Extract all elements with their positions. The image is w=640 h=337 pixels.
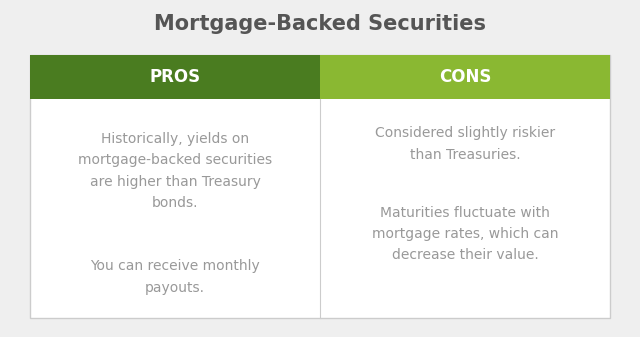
Bar xyxy=(30,55,610,318)
Text: Considered slightly riskier
than Treasuries.: Considered slightly riskier than Treasur… xyxy=(375,126,555,161)
Text: Mortgage-Backed Securities: Mortgage-Backed Securities xyxy=(154,14,486,34)
Text: Historically, yields on
mortgage-backed securities
are higher than Treasury
bond: Historically, yields on mortgage-backed … xyxy=(78,132,272,210)
Text: CONS: CONS xyxy=(439,68,491,86)
Bar xyxy=(30,55,320,99)
Text: Maturities fluctuate with
mortgage rates, which can
decrease their value.: Maturities fluctuate with mortgage rates… xyxy=(372,206,558,262)
Text: PROS: PROS xyxy=(149,68,200,86)
Bar xyxy=(320,55,610,99)
Text: You can receive monthly
payouts.: You can receive monthly payouts. xyxy=(90,259,260,295)
